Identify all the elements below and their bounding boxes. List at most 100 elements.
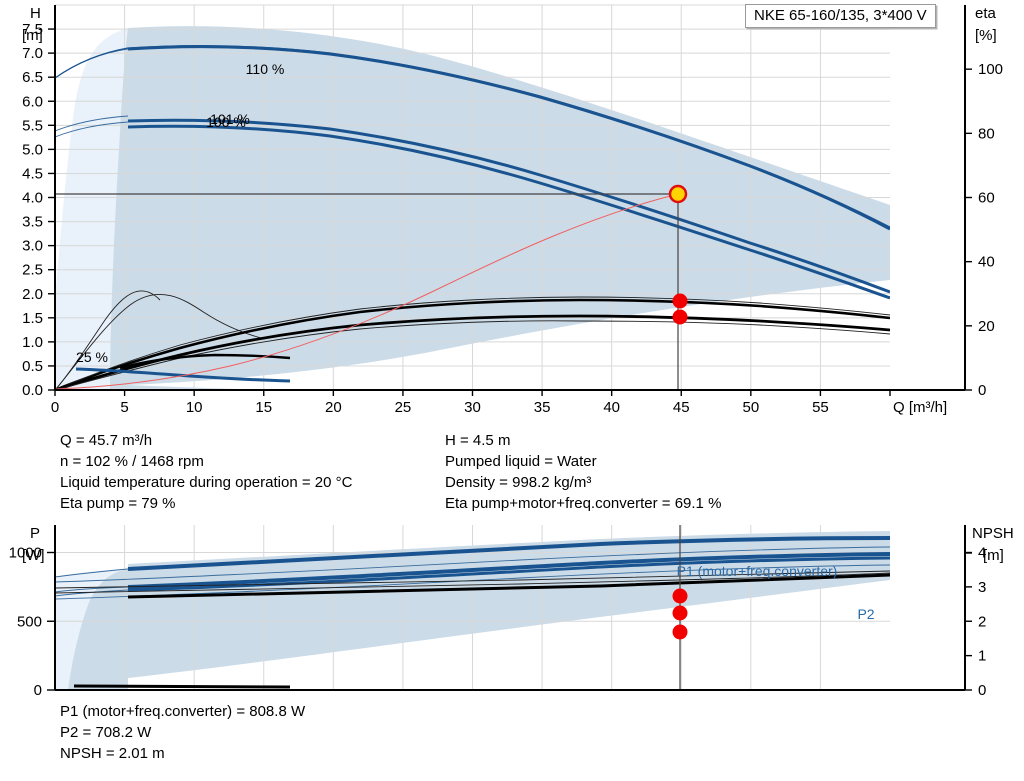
curve-h-110	[127, 45, 890, 231]
y-tick-label: 1.5	[22, 310, 43, 327]
eta-axis-title-1: eta	[975, 5, 997, 22]
head-efficiency-chart: 0 5 10 15 20 25 30 35 40 45 50 55 0.0 0.5 1.0 1.5 2.0 2.5…	[22, 4, 1003, 416]
curve-eta-pump	[55, 298, 890, 390]
x-tick-label: 5	[120, 399, 128, 416]
band-lower-envelope	[128, 385, 300, 390]
curve-p2	[127, 573, 890, 599]
curve-eta-25-arc	[55, 294, 266, 390]
y-tick-label: 7.0	[22, 45, 43, 62]
eta-tick-label: 0	[978, 382, 986, 399]
operating-range-bands	[55, 26, 890, 390]
power-band-envelope	[128, 531, 890, 678]
result-p1: P1 (motor+freq.converter) = 808.8 W	[60, 703, 306, 720]
x-tick-label: 35	[534, 399, 551, 416]
h-axis-title-2: [m]	[22, 27, 43, 44]
x-tick-label: 10	[186, 399, 203, 416]
op-q: Q = 45.7 m³/h	[60, 432, 153, 449]
y-tick-label: 6.0	[22, 93, 43, 110]
op-density: Density = 998.2 kg/m³	[445, 474, 592, 491]
y-tick-label: 4.5	[22, 165, 43, 182]
npsh-tick-label: 0	[978, 682, 986, 699]
y-tick-label: 3.0	[22, 238, 43, 255]
curve-label-2: 100 %	[206, 114, 246, 130]
eta-pump-marker	[672, 293, 688, 309]
eta-tick-label: 100	[978, 61, 1003, 78]
y-tick-label: 4.0	[22, 190, 43, 207]
curve-eta-total	[55, 314, 890, 390]
curve-p-25	[73, 684, 291, 689]
y-tick-label: 1.0	[22, 334, 43, 351]
npsh-tick-label: 3	[978, 579, 986, 596]
curve-label-3: 25 %	[76, 349, 108, 365]
x-tick-label: 15	[255, 399, 272, 416]
band-min-speed-wedge	[110, 28, 128, 390]
curve-h-25	[75, 367, 291, 383]
curve-npsh	[55, 193, 679, 390]
curve-label-0: 110 %	[246, 61, 285, 77]
result-p2: P2 = 708.2 W	[60, 724, 152, 741]
op-h: H = 4.5 m	[445, 432, 511, 449]
curve-p2-thin	[55, 572, 890, 594]
x-tick-label: 20	[325, 399, 342, 416]
band-light-region	[55, 28, 128, 390]
y-tick-label: 5.5	[22, 117, 43, 134]
power-results: P1 (motor+freq.converter) = 808.8 W P2 =…	[60, 701, 305, 764]
curve-p1-101	[127, 552, 890, 589]
npsh-axis-title-2: [m]	[983, 547, 1004, 564]
curve-p1-100	[127, 556, 890, 592]
model-title-box: NKE 65-160/135, 3*400 V	[745, 4, 936, 28]
eta-tick-label: 20	[978, 318, 995, 335]
curve-eta-pump-thin	[55, 296, 890, 390]
curve-h-100	[127, 124, 890, 300]
power-bands	[55, 531, 890, 690]
curve-h-100-thin	[55, 121, 129, 138]
y-tick-label: 0.5	[22, 358, 43, 375]
eta-tick-label: 60	[978, 190, 995, 207]
operating-data-right: H = 4.5 m Pumped liquid = Water Density …	[445, 430, 721, 514]
npsh-tick-label: 1	[978, 648, 986, 665]
curve-p1-110-thin	[55, 568, 129, 578]
curve-p1-100-thin	[55, 589, 129, 597]
y-tick-label: 5.0	[22, 141, 43, 158]
curve-label-1: 101 %	[210, 111, 250, 127]
op-liquid: Pumped liquid = Water	[445, 453, 597, 470]
curve-h-101	[127, 118, 890, 294]
p-tick-label: 1000	[9, 545, 42, 562]
power-curve-label-1: P2	[857, 606, 874, 622]
p-tick-label: 0	[34, 682, 42, 699]
eta-total-marker	[672, 309, 688, 325]
p2-marker	[672, 624, 688, 640]
duty-point-marker[interactable]	[668, 184, 688, 204]
band-operating-envelope	[128, 26, 890, 385]
x-tick-label: 0	[51, 399, 59, 416]
p-tick-label: 500	[17, 613, 42, 630]
eta-tick-label: 40	[978, 254, 995, 271]
y-tick-label: 3.5	[22, 214, 43, 231]
power-npsh-chart: 0 500 1000 0 1 2 3 4 P [W] NPSH [m] P1 (motor+f…	[9, 525, 1014, 699]
x-tick-label: 50	[742, 399, 759, 416]
eta-axis-title-2: [%]	[975, 27, 997, 44]
model-title-label: NKE 65-160/135, 3*400 V	[754, 7, 927, 24]
op-speed: n = 102 % / 1468 rpm	[60, 453, 204, 470]
q-axis-title: Q [m³/h]	[893, 399, 947, 416]
eta-tick-label: 80	[978, 125, 995, 142]
p1-marker	[672, 588, 688, 604]
npsh-tick-label: 2	[978, 613, 986, 630]
y-tick-label: 2.5	[22, 262, 43, 279]
op-eta-total: Eta pump+motor+freq.converter = 69.1 %	[445, 495, 722, 512]
power-curve-label-0: P1 (motor+freq.converter)	[677, 563, 838, 579]
op-eta-pump: Eta pump = 79 %	[60, 495, 176, 512]
op-temperature: Liquid temperature during operation = 20…	[60, 474, 353, 491]
x-tick-label: 45	[673, 399, 690, 416]
x-tick-label: 30	[464, 399, 481, 416]
power-curves	[55, 525, 890, 690]
y-tick-label: 7.5	[22, 21, 43, 38]
curve-h-101-thin	[55, 115, 129, 132]
p-axis-title-1: P	[30, 525, 40, 542]
curve-p1-aux-1	[55, 546, 890, 583]
y-tick-label: 0.0	[22, 382, 43, 399]
x-tick-label: 40	[603, 399, 620, 416]
npsh-axis-title-1: NPSH	[972, 525, 1014, 542]
curve-p1-110	[127, 536, 890, 571]
